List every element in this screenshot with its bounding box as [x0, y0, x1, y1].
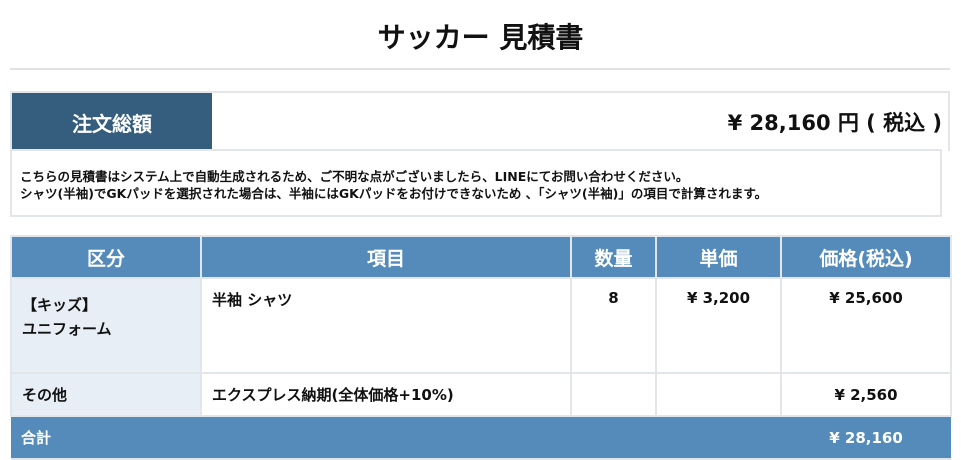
cell-price: ¥ 2,560: [780, 372, 952, 417]
category-line: 【キッズ】: [22, 296, 98, 314]
note-line: こちらの見積書はシステム上で自動生成されるため、ご不明な点がございましたら、LI…: [20, 169, 689, 184]
cell-category: その他: [10, 372, 202, 417]
table-header-row: 区分 項目 数量 単価 価格(税込): [10, 235, 952, 279]
cell-unit-price: ¥ 3,200: [655, 277, 782, 374]
page-title: サッカー 見積書: [377, 21, 584, 54]
order-total-box: 注文総額 ¥ 28,160 円 ( 税込 ): [10, 91, 950, 151]
table-row: その他 エクスプレス納期(全体価格+10%) ¥ 2,560: [10, 372, 952, 417]
header-price: 価格(税込): [780, 235, 952, 279]
cell-price: ¥ 25,600: [780, 277, 952, 374]
category-line: ユニフォーム: [22, 320, 112, 338]
header-category: 区分: [10, 235, 202, 279]
order-total-value: ¥ 28,160 円 ( 税込 ): [727, 111, 942, 135]
table-row: 【キッズ】ユニフォーム 半袖 シャツ 8 ¥ 3,200 ¥ 25,600: [10, 277, 952, 374]
note-line: シャツ(半袖)でGKパッドを選択された場合は、半袖にはGKパッドをお付けできない…: [20, 186, 768, 201]
divider: [10, 68, 950, 70]
header-qty: 数量: [570, 235, 657, 279]
estimate-table: 区分 項目 数量 単価 価格(税込) 【キッズ】ユニフォーム 半袖 シャツ 8 …: [10, 235, 952, 460]
total-value: ¥ 28,160: [781, 415, 951, 460]
notes: こちらの見積書はシステム上で自動生成されるため、ご不明な点がございましたら、LI…: [10, 149, 942, 217]
cell-category: 【キッズ】ユニフォーム: [10, 277, 202, 374]
total-row: 合計 ¥ 28,160: [11, 415, 951, 460]
header-item: 項目: [200, 235, 572, 279]
cell-qty: 8: [570, 277, 657, 374]
cell-unit-price: [655, 372, 782, 417]
order-total-label: 注文総額: [12, 93, 212, 151]
cell-item: 半袖 シャツ: [200, 277, 572, 374]
cell-item: エクスプレス納期(全体価格+10%): [200, 372, 572, 417]
header-unit-price: 単価: [655, 235, 782, 279]
cell-qty: [570, 372, 657, 417]
total-label: 合計: [11, 415, 781, 460]
